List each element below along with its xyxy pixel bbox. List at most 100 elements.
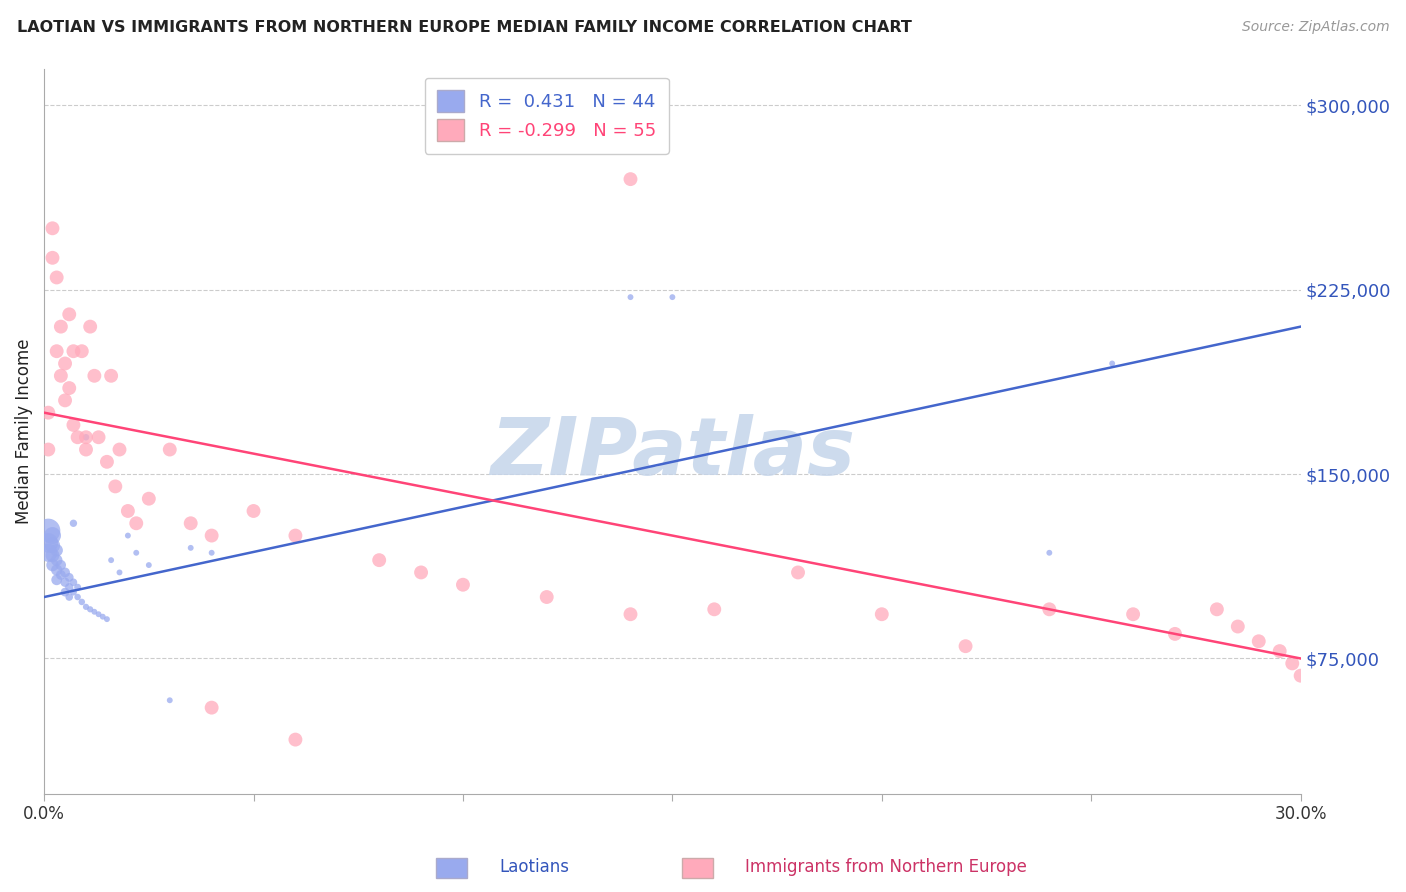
Point [37, 546, 59, 560]
Point [201, 700, 224, 714]
Point [79, 319, 101, 334]
Point [955, 639, 977, 653]
Y-axis label: Median Family Income: Median Family Income [15, 338, 32, 524]
Point [1226, 619, 1249, 633]
Point [1205, 602, 1227, 616]
Point [75, 430, 97, 444]
Point [45, 543, 67, 558]
Text: ZIPatlas: ZIPatlas [489, 414, 855, 491]
Point [536, 590, 558, 604]
Point [41, 548, 63, 562]
Point [284, 528, 307, 542]
Point [45, 344, 67, 359]
Point [117, 504, 139, 518]
Point [37, 524, 59, 538]
Point [1038, 602, 1060, 616]
Point [37, 442, 59, 457]
Point [49, 368, 72, 383]
Point [619, 290, 641, 304]
Point [104, 479, 127, 493]
Point [58, 570, 80, 584]
Point [53, 357, 76, 371]
Point [83, 368, 105, 383]
Point [1247, 634, 1270, 648]
Point [41, 538, 63, 552]
Point [108, 442, 131, 457]
Point [41, 251, 63, 265]
Point [125, 516, 148, 531]
Point [62, 575, 84, 590]
Point [45, 563, 67, 577]
Point [409, 566, 432, 580]
Point [138, 558, 160, 572]
Point [45, 553, 67, 567]
Text: Source: ZipAtlas.com: Source: ZipAtlas.com [1241, 20, 1389, 34]
Point [49, 319, 72, 334]
Point [62, 417, 84, 432]
Point [96, 455, 118, 469]
Point [49, 558, 72, 572]
Point [159, 442, 181, 457]
Point [58, 381, 80, 395]
Point [100, 368, 122, 383]
Point [83, 605, 105, 619]
Point [66, 590, 89, 604]
Point [53, 566, 76, 580]
Point [1101, 357, 1123, 371]
Text: Immigrants from Northern Europe: Immigrants from Northern Europe [745, 858, 1026, 876]
Point [159, 693, 181, 707]
Point [75, 599, 97, 614]
Point [180, 516, 202, 531]
Point [368, 553, 391, 567]
Text: LAOTIAN VS IMMIGRANTS FROM NORTHERN EUROPE MEDIAN FAMILY INCOME CORRELATION CHAR: LAOTIAN VS IMMIGRANTS FROM NORTHERN EURO… [17, 20, 911, 35]
Point [58, 580, 80, 594]
Point [1281, 657, 1303, 671]
Point [619, 607, 641, 622]
Point [53, 585, 76, 599]
Point [41, 221, 63, 235]
Point [62, 516, 84, 531]
Point [87, 607, 110, 622]
Point [79, 602, 101, 616]
Point [41, 528, 63, 542]
Point [451, 578, 474, 592]
Point [49, 568, 72, 582]
Point [703, 602, 725, 616]
Point [1268, 644, 1291, 658]
Point [45, 270, 67, 285]
Point [53, 393, 76, 408]
Text: Laotians: Laotians [499, 858, 569, 876]
Point [70, 344, 93, 359]
Point [100, 553, 122, 567]
Point [66, 580, 89, 594]
Point [1289, 668, 1312, 682]
Point [37, 406, 59, 420]
Point [37, 536, 59, 550]
Point [66, 430, 89, 444]
Point [619, 172, 641, 186]
Legend: R =  0.431   N = 44, R = -0.299   N = 55: R = 0.431 N = 44, R = -0.299 N = 55 [425, 78, 669, 154]
Point [180, 541, 202, 555]
Point [661, 290, 683, 304]
Point [58, 307, 80, 321]
Point [201, 546, 224, 560]
Point [53, 575, 76, 590]
Point [108, 566, 131, 580]
Point [284, 732, 307, 747]
Point [62, 344, 84, 359]
Point [1038, 546, 1060, 560]
Point [87, 430, 110, 444]
Point [91, 609, 114, 624]
Point [58, 590, 80, 604]
Point [138, 491, 160, 506]
Point [75, 442, 97, 457]
Point [1298, 676, 1320, 690]
Point [242, 504, 264, 518]
Point [787, 566, 810, 580]
Point [870, 607, 893, 622]
Point [96, 612, 118, 626]
Point [117, 528, 139, 542]
Point [201, 528, 224, 542]
Point [125, 546, 148, 560]
Point [41, 558, 63, 572]
